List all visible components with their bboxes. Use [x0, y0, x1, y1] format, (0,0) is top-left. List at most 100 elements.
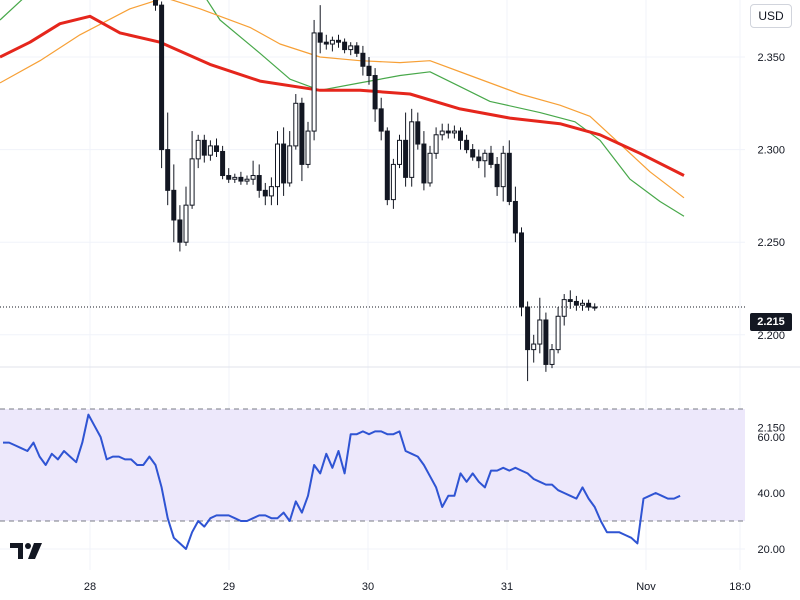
- tradingview-logo-icon[interactable]: [10, 541, 44, 561]
- candle: [390, 158, 396, 209]
- candle-body: [275, 143, 280, 188]
- candle-body: [433, 134, 439, 154]
- candle-body: [439, 130, 445, 136]
- candle: [189, 131, 195, 209]
- candle-body: [543, 319, 549, 365]
- candle-body: [201, 139, 207, 156]
- candle: [506, 140, 512, 206]
- candle: [580, 299, 585, 311]
- candle-body: [244, 178, 250, 182]
- candle-body: [336, 39, 341, 43]
- sma-long-line: [0, 14, 685, 177]
- candle: [366, 57, 372, 85]
- candle-body: [586, 302, 592, 308]
- candle: [281, 127, 287, 196]
- candle-body: [305, 130, 311, 165]
- candle: [458, 127, 463, 150]
- candle: [336, 34, 341, 48]
- candle: [415, 112, 421, 150]
- candle: [317, 5, 323, 54]
- candle: [573, 295, 579, 311]
- candle: [299, 97, 305, 182]
- candle: [360, 45, 366, 76]
- candle-body: [464, 139, 470, 151]
- candle-body: [397, 139, 402, 165]
- candle: [250, 160, 256, 185]
- candle: [561, 294, 567, 326]
- candle: [525, 301, 531, 382]
- candle: [403, 112, 409, 187]
- time-axis[interactable]: 28 29 30 31 Nov 18:0: [84, 581, 751, 593]
- sma-short-line: [0, 0, 685, 217]
- candle: [220, 145, 226, 180]
- candle-body: [360, 52, 366, 67]
- candle-body: [561, 299, 567, 317]
- candle-body: [256, 175, 262, 191]
- candle: [586, 299, 592, 311]
- candle-body: [329, 39, 335, 45]
- candle: [287, 131, 293, 187]
- candle: [378, 97, 384, 141]
- candle-body: [372, 75, 378, 110]
- candle: [464, 134, 470, 154]
- candle-body: [177, 219, 183, 243]
- candle: [512, 186, 518, 243]
- candle: [439, 123, 445, 141]
- candle-body: [165, 149, 171, 191]
- candle: [275, 131, 280, 206]
- candle: [543, 312, 549, 372]
- candle-body: [153, 0, 158, 6]
- candle: [567, 290, 573, 309]
- candle-body: [519, 232, 524, 308]
- candle-body: [317, 32, 323, 43]
- candle: [384, 127, 390, 206]
- candle-body: [537, 319, 543, 345]
- candle-body: [366, 65, 372, 77]
- candle: [159, 1, 165, 169]
- candle: [177, 205, 183, 252]
- candle-body: [342, 41, 348, 51]
- candle-body: [183, 204, 189, 243]
- candle-body: [482, 152, 488, 162]
- candle: [348, 42, 354, 56]
- candle-body: [323, 41, 329, 45]
- price-tick-label: 2.150: [757, 422, 785, 434]
- candle: [165, 112, 171, 206]
- candle: [323, 34, 329, 50]
- candle-body: [226, 175, 232, 180]
- candle: [262, 182, 268, 206]
- rsi-axis[interactable]: 20.00 40.00 60.00: [757, 432, 785, 556]
- candle: [342, 38, 348, 54]
- candle-body: [580, 302, 585, 306]
- candle: [445, 123, 451, 139]
- candle-body: [189, 158, 195, 206]
- candle: [238, 171, 244, 185]
- candle: [183, 186, 189, 246]
- candle: [549, 344, 555, 369]
- candle-body: [470, 149, 476, 158]
- candle: [470, 144, 476, 161]
- price-tick-label: 2.200: [757, 330, 785, 342]
- rsi-tick-label: 20.00: [757, 544, 785, 556]
- candle: [207, 140, 213, 161]
- candle-body: [403, 139, 409, 178]
- price-tick-label: 2.250: [757, 237, 785, 249]
- candle-body: [250, 175, 256, 180]
- candle-body: [171, 189, 177, 221]
- candle: [201, 134, 207, 163]
- candle-body: [500, 152, 506, 188]
- currency-selector-button[interactable]: USD: [750, 4, 792, 28]
- candle: [153, 0, 158, 11]
- candle: [397, 134, 402, 169]
- candle: [500, 145, 506, 202]
- candle-body: [384, 130, 390, 201]
- candle-body: [573, 300, 579, 306]
- candle: [482, 149, 488, 178]
- time-tick-label: Nov: [636, 581, 656, 593]
- candle: [427, 145, 433, 187]
- time-tick-label: 30: [362, 581, 374, 593]
- candle-body: [494, 163, 500, 188]
- price-tick-label: 2.350: [757, 52, 785, 64]
